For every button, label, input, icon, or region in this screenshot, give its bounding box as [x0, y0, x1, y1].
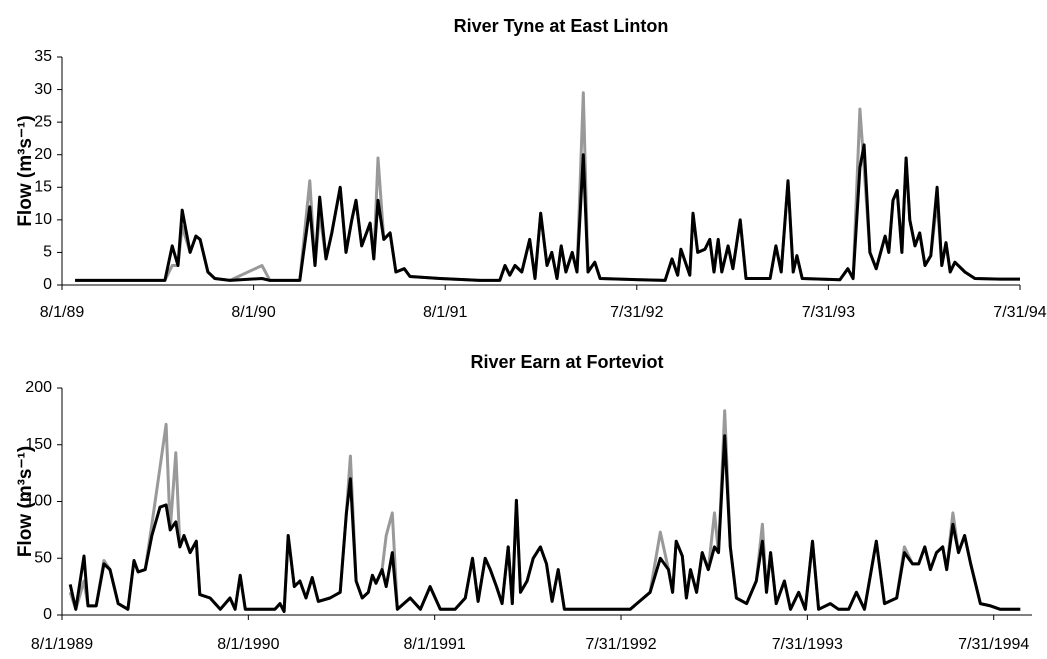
x-tick-label: 7/31/1994 — [958, 636, 1029, 653]
y-tick-label: 20 — [34, 146, 52, 163]
y-tick-label: 15 — [34, 179, 52, 196]
y-tick-label: 10 — [34, 211, 52, 228]
series-line — [75, 91, 1020, 282]
x-tick-label: 7/31/93 — [802, 304, 855, 321]
x-tick-label: 8/1/91 — [423, 304, 468, 321]
y-axis-label: Flow (m³s⁻¹) — [15, 446, 36, 557]
y-tick-label: 25 — [34, 113, 52, 130]
y-tick-label: 150 — [25, 436, 52, 453]
y-tick-label: 50 — [34, 549, 52, 566]
y-tick-label: 35 — [34, 48, 52, 65]
x-tick-label: 8/1/89 — [40, 304, 85, 321]
chart-title: River Earn at Forteviot — [470, 352, 663, 372]
chart-title: River Tyne at East Linton — [454, 16, 669, 36]
y-axis-label: Flow (m³s⁻¹) — [15, 115, 36, 226]
y-tick-label: 0 — [43, 606, 52, 623]
x-tick-label: 7/31/92 — [610, 304, 663, 321]
y-tick-label: 5 — [43, 244, 52, 261]
series-line — [75, 143, 1020, 282]
x-tick-label: 7/31/1992 — [585, 636, 656, 653]
y-tick-label: 100 — [25, 493, 52, 510]
x-tick-label: 7/31/1993 — [772, 636, 843, 653]
x-tick-label: 8/1/1989 — [31, 636, 93, 653]
series-line — [68, 434, 1021, 614]
y-tick-label: 30 — [34, 81, 52, 98]
x-tick-label: 8/1/1990 — [217, 636, 279, 653]
x-tick-label: 7/31/94 — [993, 304, 1046, 321]
x-tick-label: 8/1/90 — [231, 304, 276, 321]
y-tick-label: 200 — [25, 379, 52, 396]
x-tick-label: 8/1/1991 — [404, 636, 466, 653]
y-tick-label: 0 — [43, 276, 52, 293]
series-line — [68, 409, 1021, 614]
